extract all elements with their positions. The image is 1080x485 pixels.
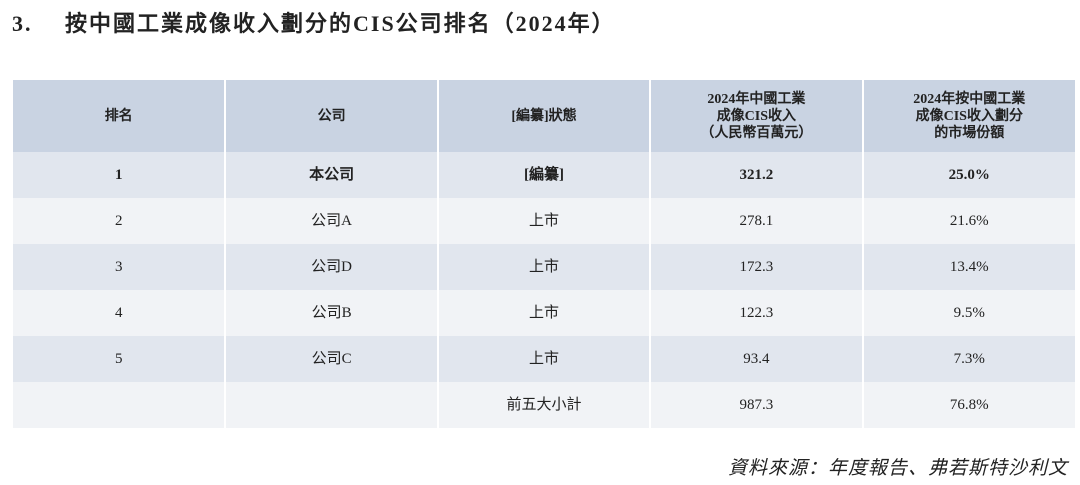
table-cell: 21.6% [862,198,1075,244]
table-row: 5 公司C 上市 93.4 7.3% [13,336,1075,382]
table-cell: 321.2 [650,152,864,198]
table-cell: 2024年中國工業 成像CIS收入 （人民幣百萬元） [650,80,864,152]
table-cell: 公司A [225,198,439,244]
header-line: 的市場份額 [934,125,1005,141]
section-number: 3. [12,11,33,36]
table-cell: 2 [13,198,227,244]
header-row: 排名 公司 [編纂]狀態 2024年中國工業 成像CIS收入 （人民幣百萬元） 2024年按… [13,80,1075,152]
table-cell: 172.3 [650,244,864,290]
table-cell: 上市 [437,198,652,244]
table-cell: 1 [13,152,227,198]
table-cell: 公司C [225,336,439,382]
table-cell: 122.3 [650,290,864,336]
table-cell [13,382,227,428]
header-line: 2024年中國工業 [707,91,806,107]
table-cell: 公司 [225,80,439,152]
section-title: 3. 按中國工業成像收入劃分的CIS公司排名（2024年） [12,6,616,38]
header-line: 成像CIS收入 [716,108,797,124]
table-row: 1 本公司 [編纂] 321.2 25.0% [13,152,1075,198]
table-cell: 278.1 [650,198,864,244]
table-cell: 公司D [225,244,439,290]
subtotal-row: 前五大小計 987.3 76.8% [13,382,1075,428]
table-cell: 987.3 [650,382,864,428]
table-cell: 2024年按中國工業 成像CIS收入劃分 的市場份額 [862,80,1075,152]
table-cell: 5 [13,336,227,382]
source-note: 資料來源：年度報告、弗若斯特沙利文 [727,458,1068,479]
table-cell: 排名 [13,80,227,152]
table-cell: 25.0% [862,152,1075,198]
header-line: 2024年按中國工業 [913,91,1026,107]
table-cell: 本公司 [225,152,439,198]
table-cell [225,382,439,428]
table-cell: 3 [13,244,227,290]
table-cell: 7.3% [862,336,1075,382]
table-cell: 上市 [437,244,652,290]
title-text: 按中國工業成像收入劃分的CIS公司排名（2024年） [65,11,616,36]
table-cell: 前五大小計 [437,382,652,428]
table-cell: 公司B [225,290,439,336]
ranking-table: 排名 公司 [編纂]狀態 2024年中國工業 成像CIS收入 （人民幣百萬元） 2024年按… [13,80,1075,428]
table-cell: 93.4 [650,336,864,382]
header-line: 成像CIS收入劃分 [915,108,1023,124]
table-cell: 13.4% [862,244,1075,290]
table-cell: 上市 [437,290,652,336]
header-line: （人民幣百萬元） [700,125,813,141]
table-row: 2 公司A 上市 278.1 21.6% [13,198,1075,244]
table-row: 3 公司D 上市 172.3 13.4% [13,244,1075,290]
table-cell: 76.8% [862,382,1075,428]
table-cell: 上市 [437,336,652,382]
table-cell: 9.5% [862,290,1075,336]
table-cell: [編纂]狀態 [437,80,652,152]
table-row: 4 公司B 上市 122.3 9.5% [13,290,1075,336]
table-cell: 4 [13,290,227,336]
table-cell: [編纂] [437,152,652,198]
